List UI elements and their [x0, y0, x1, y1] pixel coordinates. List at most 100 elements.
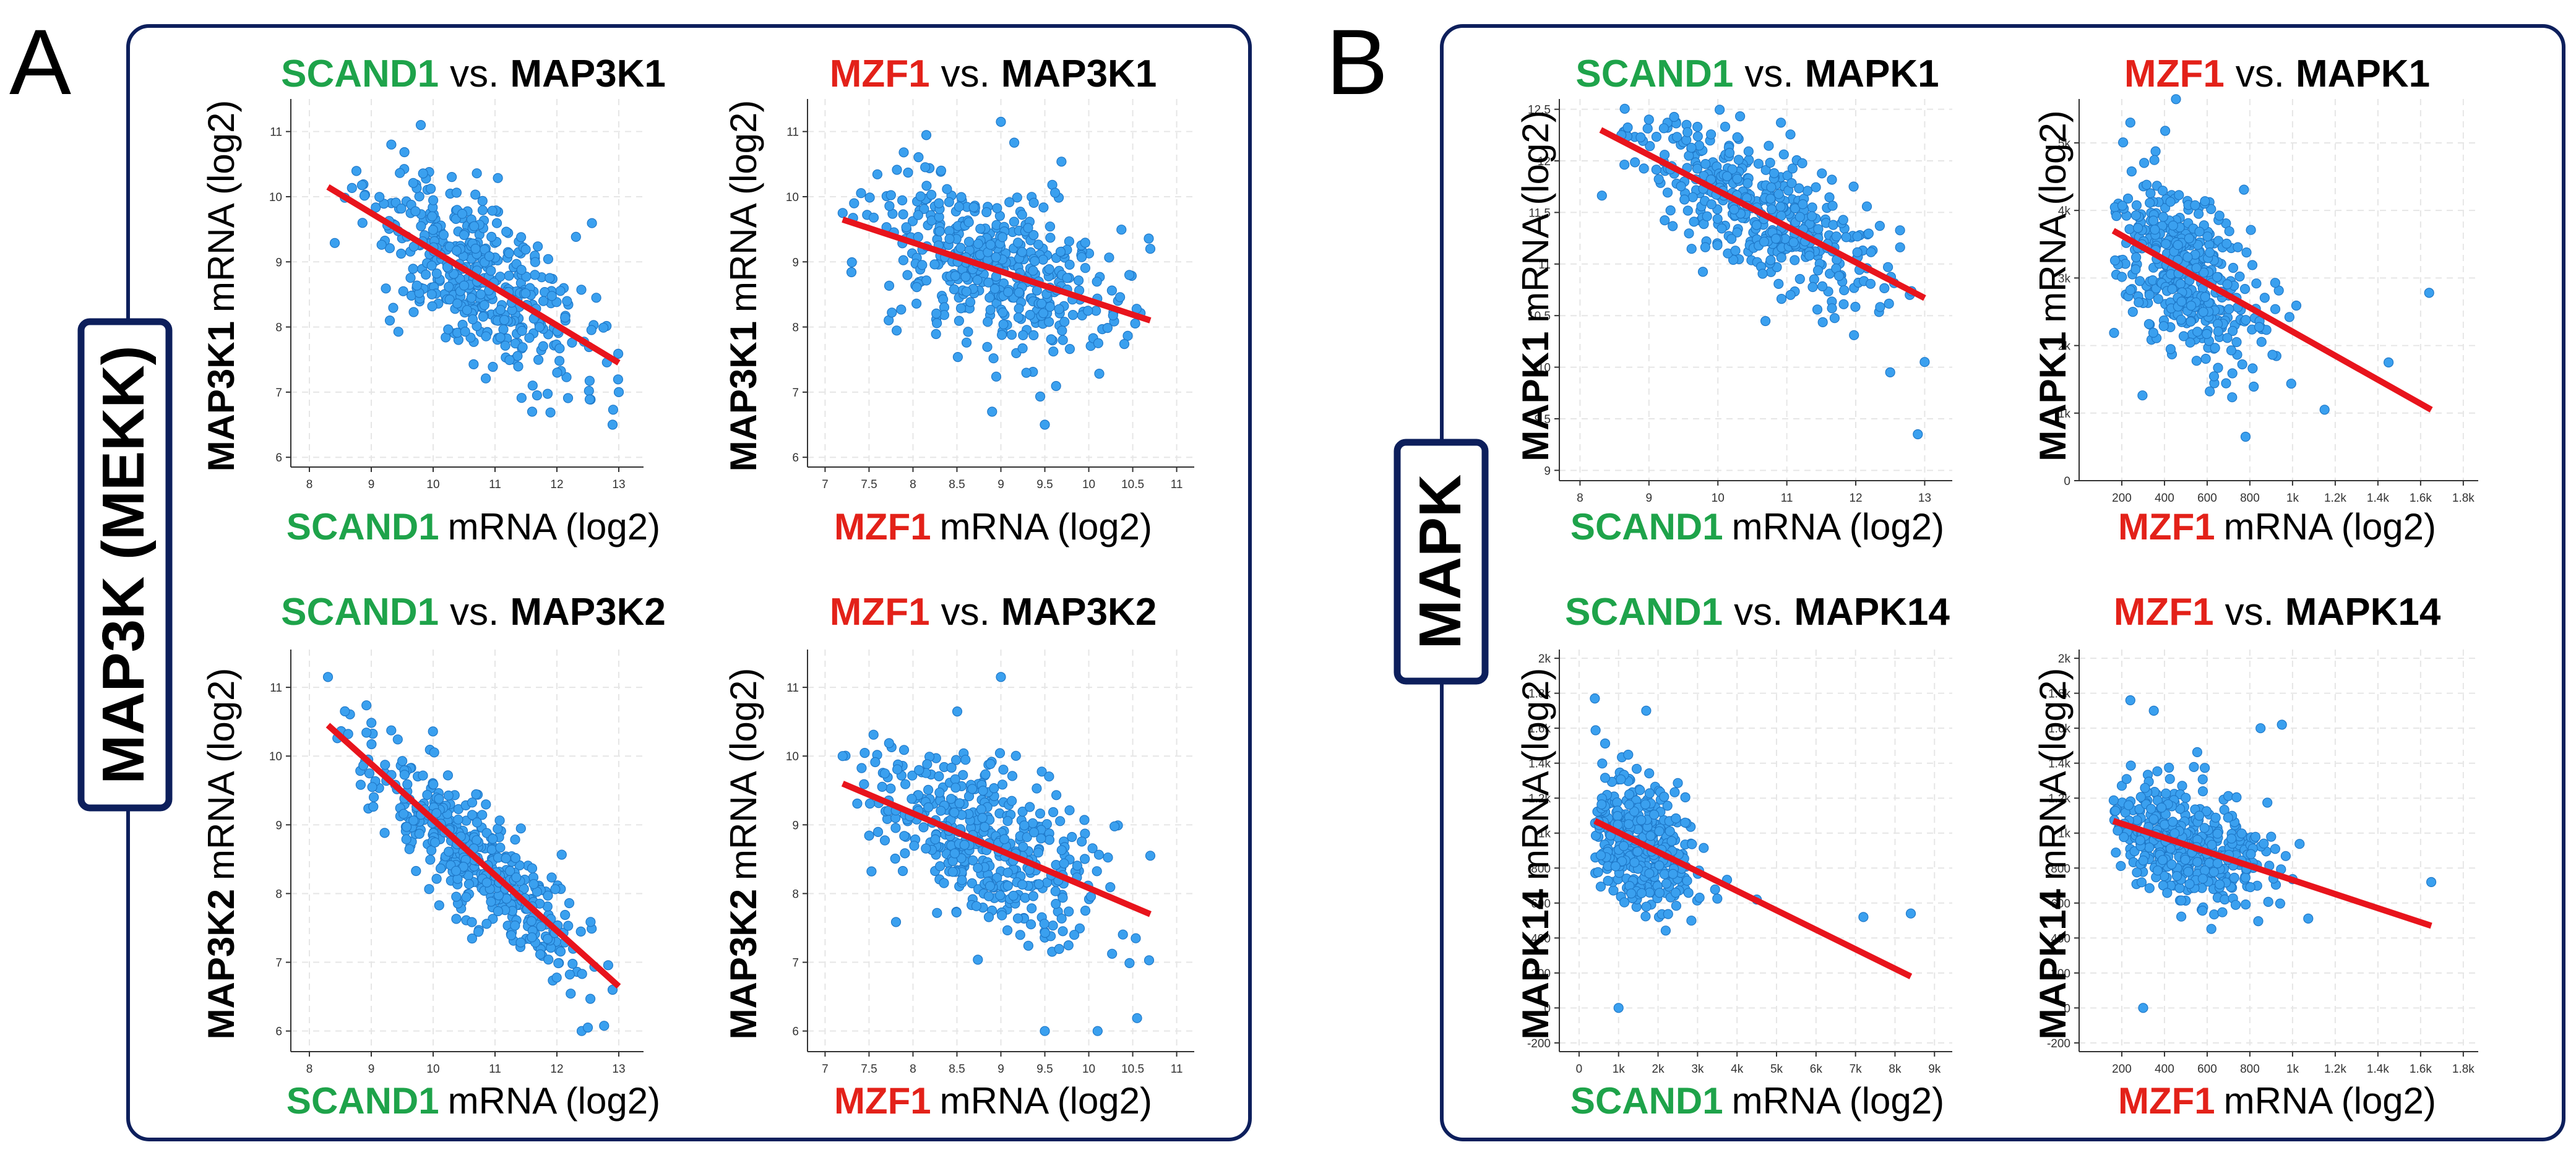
data-point — [1027, 903, 1037, 914]
data-point — [2206, 204, 2216, 215]
data-point — [1107, 948, 1118, 959]
data-point — [411, 865, 421, 877]
data-point — [1044, 264, 1054, 275]
data-point — [1773, 189, 1784, 199]
data-point — [467, 810, 478, 820]
data-point — [510, 835, 520, 845]
plot-mzf1-vs-map3k2: 7 7.5 8 8.5 9 9.5 10 10.5 11 6 7 8 9 10 11 MZF1 vs. MAP3K… — [723, 591, 1194, 1122]
data-point — [1017, 247, 1027, 257]
y-tick-label: 8 — [792, 322, 799, 335]
data-point — [2259, 293, 2270, 303]
data-point — [1660, 925, 1671, 936]
data-point — [1044, 771, 1054, 782]
data-point — [1644, 788, 1655, 799]
data-point — [1804, 251, 1815, 261]
data-point — [607, 419, 618, 430]
data-point — [934, 771, 944, 782]
data-point — [1600, 773, 1611, 783]
data-point — [1622, 122, 1633, 133]
data-point — [2167, 284, 2178, 294]
data-point — [368, 801, 379, 812]
data-point — [1866, 247, 1876, 257]
data-point — [946, 794, 957, 804]
x-tick-label: 12 — [550, 478, 563, 491]
data-point — [384, 315, 395, 326]
data-point — [494, 815, 505, 826]
data-point — [1017, 806, 1028, 817]
data-point — [911, 282, 922, 293]
x-axis-gene: SCAND1 — [1570, 1080, 1723, 1122]
y-tick-label: 1.2k — [1528, 792, 1551, 805]
data-point — [2138, 855, 2148, 866]
x-axis-label: SCAND1 mRNA (log2) — [1570, 506, 1944, 547]
data-point — [1770, 233, 1781, 244]
data-point — [2212, 828, 2223, 839]
data-point — [340, 706, 350, 717]
data-point — [2222, 279, 2233, 290]
data-point — [586, 325, 597, 335]
data-point — [538, 341, 548, 351]
y-tick-label: 8 — [275, 322, 282, 335]
data-point — [1757, 268, 1768, 279]
data-point — [1653, 174, 1664, 184]
data-point — [329, 238, 340, 248]
data-point — [2251, 278, 2262, 289]
data-point — [1643, 114, 1654, 125]
data-point — [1662, 187, 1673, 198]
data-point — [380, 760, 390, 770]
title-gene-x: MZF1 — [2114, 591, 2214, 633]
y-tick-label: 600 — [1531, 898, 1551, 911]
data-point — [1009, 137, 1020, 148]
data-point — [985, 304, 996, 315]
data-point — [1665, 826, 1675, 836]
data-point — [1807, 211, 1817, 221]
data-point — [585, 993, 596, 1004]
data-point — [2224, 304, 2234, 314]
y-tick-label: 8 — [275, 888, 282, 901]
regression-line — [2112, 818, 2432, 929]
data-point — [955, 242, 966, 253]
data-point — [1644, 768, 1655, 779]
data-point — [361, 700, 372, 711]
data-point — [1064, 805, 1075, 815]
data-point — [2229, 872, 2239, 883]
data-point — [2319, 405, 2330, 415]
data-point — [1807, 281, 1818, 293]
data-point — [998, 765, 1009, 775]
data-point — [451, 914, 462, 924]
y-tick-label: 200 — [2051, 968, 2070, 981]
data-point — [1766, 182, 1777, 192]
data-point — [1002, 925, 1013, 936]
data-point — [1119, 338, 1130, 350]
data-point — [520, 244, 531, 255]
title-gene-x: MZF1 — [830, 591, 930, 633]
data-point — [534, 322, 545, 332]
data-point — [538, 296, 549, 306]
data-point — [1048, 807, 1059, 818]
data-point — [1093, 849, 1105, 860]
data-point — [1035, 391, 1046, 402]
data-point — [870, 757, 881, 768]
data-point — [438, 230, 449, 240]
x-axis-suffix: mRNA (log2) — [940, 506, 1152, 547]
data-point — [1067, 831, 1077, 843]
data-point — [1852, 231, 1863, 242]
data-point — [471, 789, 481, 800]
data-point — [2111, 847, 2121, 858]
data-point — [499, 315, 510, 325]
y-axis-gene: MAPK1 — [1515, 332, 1556, 461]
data-point — [1596, 191, 1607, 201]
data-point — [2158, 212, 2169, 222]
data-point — [846, 257, 857, 268]
data-point — [1069, 930, 1080, 940]
data-point — [1679, 194, 1690, 205]
data-point — [584, 375, 595, 386]
data-point — [2424, 288, 2434, 298]
data-point — [2239, 284, 2251, 294]
y-tick-label: 12.5 — [1528, 104, 1551, 117]
data-point — [1641, 901, 1652, 912]
y-tick-label: 6 — [275, 1026, 282, 1039]
data-point — [983, 912, 994, 922]
x-axis-gene: SCAND1 — [1570, 506, 1723, 547]
